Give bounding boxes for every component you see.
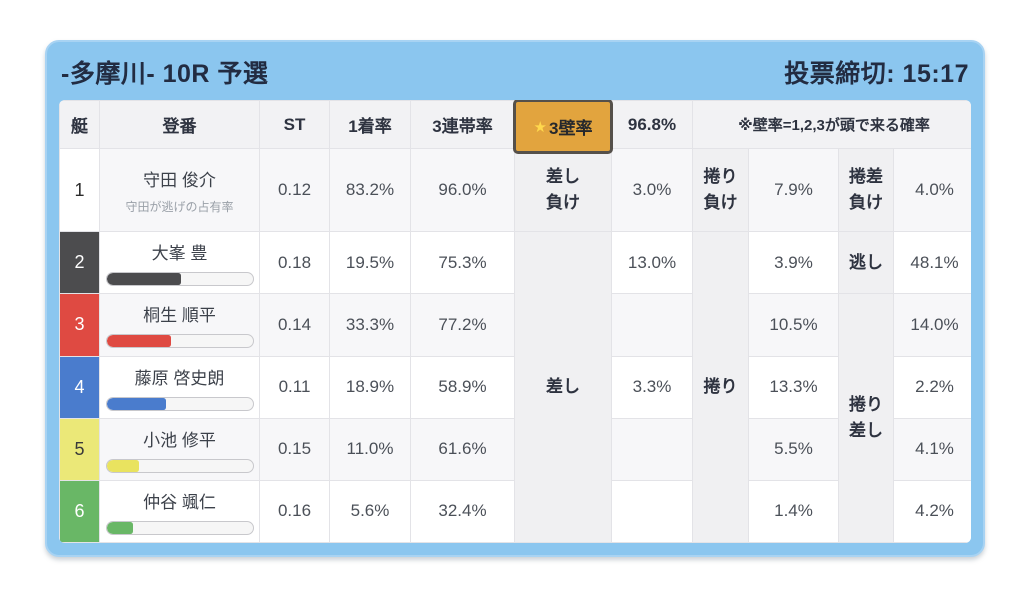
wall-rate-button[interactable]: ★ 3壁率 [513,100,613,155]
sashi-make-label: 差し 負け [514,148,612,233]
rate-bar [105,396,254,411]
st-value: 0.14 [259,293,330,357]
racer-cell: 藤原 啓史朗 [99,355,260,419]
sashi-value [611,417,693,481]
wall-rate-note: ※壁率=1,2,3が頭で来る確率 [691,100,971,150]
sashi-value: 13.0% [611,231,693,295]
table-row: 6 仲谷 颯仁 0.16 5.6% 32.4% 1.4% 4.2% [59,479,971,543]
rate-bar-fill [106,397,167,410]
boat-number: 5 [59,417,100,481]
makuri-make-label: 捲り 負け [692,148,749,233]
makurizashi-value: 14.0% [892,293,971,357]
col-header-top3: 3連帯率 [410,100,515,150]
race-card: -多摩川- 10R 予選 投票締切: 15:17 艇 登番 ST 1着率 3連帯… [45,40,985,557]
makurizashi-value: 2.2% [892,355,971,419]
boat-number: 6 [59,479,100,543]
makuri-value: 13.3% [748,355,839,419]
rate-bar-fill [106,521,133,534]
rate-bar [105,334,254,349]
win1-value: 33.3% [329,293,411,357]
table-row: 4 藤原 啓史朗 0.11 18.9% 58.9% 3.3% 13.3% 2.2… [59,355,971,419]
race-title: -多摩川- 10R 予選 [61,60,269,88]
rate-bar [105,458,254,473]
win1-value: 5.6% [329,479,411,543]
sashi-value [611,479,693,543]
sashi-value: 3.3% [611,355,693,419]
top3-value: 32.4% [410,479,515,543]
win1-value: 11.0% [329,417,411,481]
table-row: 1 守田 俊介 守田が逃げの占有率 0.12 83.2% 96.0% 差し 負け… [59,148,971,233]
stats-table-wrap: 艇 登番 ST 1着率 3連帯率 ★ 3壁率 96.8% ※壁率=1,2,3が頭… [59,100,971,543]
table-row: 5 小池 修平 0.15 11.0% 61.6% 5.5% 4.1% [59,417,971,481]
makurizashi-make-value: 4.0% [892,148,971,233]
st-value: 0.12 [259,148,330,233]
wall-rate-value: 96.8% [611,100,693,150]
makurizashi-make-label: 捲差 負け [838,148,894,233]
racer-name: 藤原 啓史朗 [134,368,225,388]
boat-number: 3 [59,293,100,357]
racer-name: 大峯 豊 [151,244,208,264]
rate-bar-fill [106,459,139,472]
makurizashi-label: 捲り 差し [838,293,894,543]
col-header-win1: 1着率 [329,100,411,150]
sashi-make-value: 3.0% [611,148,693,233]
win1-value: 83.2% [329,148,411,233]
top3-value: 61.6% [410,417,515,481]
st-value: 0.11 [259,355,330,419]
nigashi-value: 48.1% [892,231,971,295]
table-row: 3 桐生 順平 0.14 33.3% 77.2% 10.5% 捲り 差し 14.… [59,293,971,543]
col-header-wall: ★ 3壁率 [513,100,613,155]
stats-table: 艇 登番 ST 1着率 3連帯率 ★ 3壁率 96.8% ※壁率=1,2,3が頭… [59,100,971,543]
sashi-value [611,293,693,357]
racer-name: 桐生 順平 [143,306,216,326]
racer-name: 小池 修平 [143,430,216,450]
st-value: 0.18 [259,231,330,295]
col-header-racer: 登番 [99,100,260,150]
makuri-label: 捲り [692,231,749,543]
makuri-value: 5.5% [748,417,839,481]
rate-bar-fill [106,335,171,348]
boat-number: 1 [59,148,100,233]
vote-deadline: 投票締切: 15:17 [784,60,969,88]
col-header-boat: 艇 [59,100,100,150]
table-header-row: 艇 登番 ST 1着率 3連帯率 ★ 3壁率 96.8% ※壁率=1,2,3が頭… [59,100,971,155]
top3-value: 96.0% [410,148,515,233]
st-value: 0.15 [259,417,330,481]
racer-cell: 守田 俊介 守田が逃げの占有率 [99,148,260,233]
rate-bar-fill [106,273,181,286]
makurizashi-value: 4.1% [892,417,971,481]
win1-value: 19.5% [329,231,411,295]
racer-cell: 桐生 順平 [99,293,260,357]
rate-bar [105,520,254,535]
st-value: 0.16 [259,479,330,543]
col-header-st: ST [259,100,330,150]
racer-name: 守田 俊介 [143,170,216,190]
top3-value: 77.2% [410,293,515,357]
top3-value: 58.9% [410,355,515,419]
makuri-value: 3.9% [748,231,839,295]
wall-rate-label: 3壁率 [548,119,593,139]
makuri-value: 1.4% [748,479,839,543]
racer-cell: 小池 修平 [99,417,260,481]
makurizashi-value: 4.2% [892,479,971,543]
racer-cell: 仲谷 颯仁 [99,479,260,543]
racer-subtext: 守田が逃げの占有率 [125,199,234,214]
boat-number: 4 [59,355,100,419]
sashi-label: 差し [514,231,612,543]
table-row: 2 大峯 豊 0.18 19.5% 75.3% 差し 13.0% 捲り 3.9%… [59,231,971,543]
nigashi-label: 逃し [838,231,894,295]
win1-value: 18.9% [329,355,411,419]
boat-number: 2 [59,231,100,295]
card-header: -多摩川- 10R 予選 投票締切: 15:17 [59,42,971,100]
top3-value: 75.3% [410,231,515,295]
racer-name: 仲谷 颯仁 [143,492,216,512]
makuri-value: 10.5% [748,293,839,357]
rate-bar [105,272,254,287]
makuri-make-value: 7.9% [748,148,839,233]
star-icon: ★ [533,118,547,136]
racer-cell: 大峯 豊 [99,231,260,295]
